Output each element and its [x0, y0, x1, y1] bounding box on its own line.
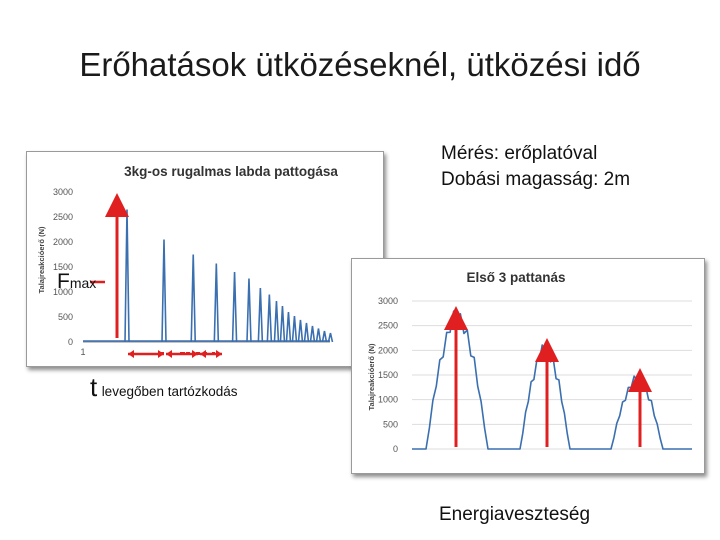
first-bounces-chart-ylabel: Talajreakcióerő (N): [367, 343, 376, 410]
measurement-method: Mérés: erőplatóval: [441, 143, 598, 164]
bounce-peak: [315, 328, 322, 343]
y-tick-label: 1500: [378, 370, 398, 380]
bounce-peak: [213, 263, 220, 343]
y-tick-label: 500: [383, 419, 398, 429]
y-tick-label: 0: [68, 337, 73, 347]
y-tick-label: 3000: [53, 187, 73, 197]
bounce-peak: [327, 332, 334, 343]
arrowhead-right: [192, 350, 198, 358]
y-tick-label: 2500: [53, 212, 73, 222]
airtime-mark: [196, 352, 200, 355]
y-tick-label: 0: [393, 444, 398, 454]
slide-title: Erőhatások ütközéseknél, ütközési idő: [79, 46, 641, 83]
fmax-subscript: max: [69, 275, 97, 291]
bounce-peak: [291, 315, 298, 343]
arrowhead-left: [128, 350, 134, 358]
bounce-chart-panel: 3kg-os rugalmas labda pattogása Talajrea…: [26, 151, 384, 367]
bounce-peak: [190, 254, 197, 343]
airtime-mark: [204, 352, 207, 355]
bounce-chart: 3kg-os rugalmas labda pattogása Talajrea…: [37, 164, 338, 357]
fmax-label: Fmax: [57, 270, 96, 294]
bounce-peak: [246, 278, 252, 343]
y-tick-label: 2000: [378, 345, 398, 355]
arrowhead-right: [216, 350, 222, 358]
first-bounces-chart-title: Első 3 pattanás: [466, 270, 565, 285]
bounce-peak: [321, 330, 328, 343]
y-tick-label: 1000: [53, 287, 73, 297]
y-tick-label: 2000: [53, 237, 73, 247]
bounce-peak: [309, 325, 316, 343]
arrowhead-left: [166, 350, 172, 358]
bounce-chart-ylabel: Talajreakcióerő (N): [37, 226, 46, 293]
airtime-label: t levegőben tartózkodás: [90, 372, 238, 403]
fmax-symbol: F: [57, 270, 70, 293]
drop-height: Dobási magasság: 2m: [441, 169, 631, 190]
y-tick-label: 2500: [378, 321, 398, 331]
y-tick-label: 3000: [378, 296, 398, 306]
bounce-peak: [285, 311, 292, 343]
y-tick-label: 500: [58, 312, 73, 322]
y-tick-label: 1500: [53, 262, 73, 272]
y-tick-label: 1000: [378, 395, 398, 405]
airtime-mark: [212, 352, 215, 355]
airtime-mark: [158, 352, 164, 355]
energy-loss-label: Energiaveszteség: [439, 504, 591, 525]
bounce-peak: [273, 300, 280, 343]
airtime-text: levegőben tartózkodás: [101, 384, 238, 399]
bounce-peak: [161, 239, 167, 343]
bounce-peak: [266, 294, 273, 343]
airtime-mark: [180, 352, 185, 355]
first-bounces-chart-panel: Első 3 pattanás Talajreakcióerő (N) 0 500…: [351, 258, 705, 474]
bounce-peak: [297, 319, 304, 343]
bounce-chart-title: 3kg-os rugalmas labda pattogása: [124, 164, 338, 179]
t-symbol: t: [90, 372, 98, 402]
bounce-peak: [231, 271, 238, 343]
bounce-peak: [303, 322, 310, 343]
x-tick-label: 1: [80, 347, 85, 357]
airtime-mark: [186, 352, 190, 355]
bounce-peak: [257, 287, 264, 343]
measurement-info: Mérés: erőplatóval Dobási magasság: 2m: [441, 141, 630, 193]
bounce-peak: [279, 305, 286, 343]
